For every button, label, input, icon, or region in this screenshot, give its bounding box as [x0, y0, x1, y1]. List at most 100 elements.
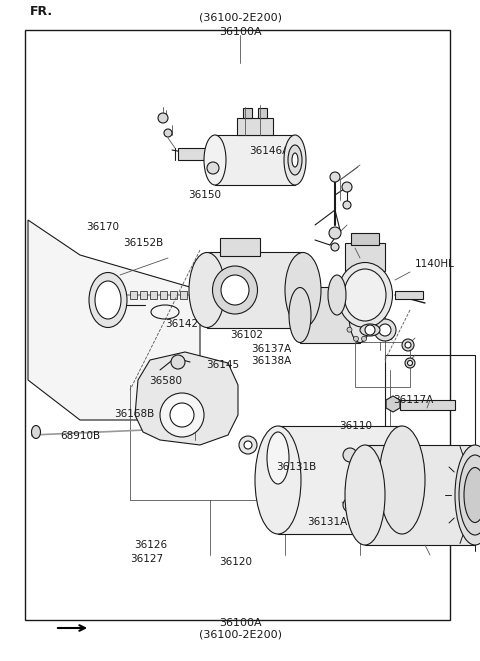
Text: 36100A: 36100A: [219, 27, 261, 37]
Bar: [237, 118, 273, 135]
Text: 36131B: 36131B: [276, 462, 316, 473]
Ellipse shape: [353, 336, 359, 341]
Text: (36100-2E200): (36100-2E200): [199, 13, 281, 23]
Circle shape: [160, 393, 204, 437]
Ellipse shape: [207, 162, 219, 174]
Ellipse shape: [361, 289, 367, 293]
Ellipse shape: [361, 336, 367, 341]
Circle shape: [331, 243, 339, 251]
Ellipse shape: [349, 288, 371, 342]
Bar: [365, 445, 475, 545]
Bar: [243, 108, 252, 118]
Ellipse shape: [368, 298, 373, 303]
Polygon shape: [386, 396, 400, 412]
Text: 68910B: 68910B: [60, 431, 101, 442]
Ellipse shape: [95, 281, 121, 319]
Bar: [395, 291, 423, 299]
Ellipse shape: [379, 324, 391, 336]
Circle shape: [244, 441, 252, 449]
Bar: [178, 148, 213, 160]
Bar: [130, 291, 137, 299]
Circle shape: [158, 113, 168, 123]
Circle shape: [164, 129, 172, 137]
Ellipse shape: [337, 262, 393, 327]
Text: 36131A: 36131A: [307, 517, 348, 527]
Ellipse shape: [455, 445, 480, 545]
Ellipse shape: [347, 298, 352, 303]
Text: 36126: 36126: [134, 540, 168, 551]
Circle shape: [170, 403, 194, 427]
Ellipse shape: [360, 324, 380, 336]
Text: 36127: 36127: [130, 553, 163, 564]
Ellipse shape: [328, 275, 346, 315]
Circle shape: [343, 498, 357, 512]
Text: 36152B: 36152B: [123, 238, 163, 249]
Text: 36120: 36120: [219, 557, 252, 567]
Text: 36142: 36142: [165, 319, 198, 329]
Bar: [300, 287, 360, 343]
Bar: [160, 291, 167, 299]
Circle shape: [329, 227, 341, 239]
Bar: [150, 291, 157, 299]
Text: 36102: 36102: [230, 330, 263, 340]
Bar: [180, 291, 187, 299]
Polygon shape: [28, 220, 200, 420]
Ellipse shape: [464, 467, 480, 522]
Circle shape: [343, 448, 357, 462]
Text: FR.: FR.: [30, 5, 53, 19]
Bar: [207, 252, 303, 328]
Text: 36117A: 36117A: [393, 395, 433, 405]
Ellipse shape: [368, 327, 373, 332]
Ellipse shape: [344, 269, 386, 321]
Bar: [258, 108, 267, 118]
Bar: [220, 238, 260, 256]
Circle shape: [405, 358, 415, 368]
Ellipse shape: [459, 455, 480, 535]
Ellipse shape: [221, 275, 249, 305]
Bar: [170, 291, 177, 299]
Bar: [385, 355, 475, 475]
Ellipse shape: [255, 426, 301, 534]
Ellipse shape: [353, 289, 359, 293]
Circle shape: [342, 182, 352, 192]
Bar: [25, 30, 450, 620]
Circle shape: [330, 172, 340, 182]
Ellipse shape: [292, 153, 298, 167]
Text: 36168B: 36168B: [114, 409, 155, 420]
Text: (36100-2E200): (36100-2E200): [199, 629, 281, 640]
Circle shape: [405, 342, 411, 348]
Text: 36580: 36580: [149, 376, 182, 387]
Ellipse shape: [267, 432, 289, 484]
Ellipse shape: [289, 288, 311, 342]
Ellipse shape: [284, 135, 306, 185]
Ellipse shape: [371, 313, 375, 317]
Circle shape: [402, 339, 414, 351]
Bar: [351, 233, 379, 245]
Ellipse shape: [32, 426, 40, 438]
Text: 36138A: 36138A: [252, 356, 292, 366]
Text: 36146A: 36146A: [250, 145, 290, 156]
Ellipse shape: [345, 445, 385, 545]
Ellipse shape: [285, 253, 321, 327]
Bar: [140, 291, 147, 299]
Ellipse shape: [379, 426, 425, 534]
Ellipse shape: [213, 266, 257, 314]
Ellipse shape: [374, 319, 396, 341]
Text: 36110: 36110: [339, 421, 372, 432]
Ellipse shape: [89, 272, 127, 327]
Polygon shape: [135, 352, 238, 445]
Bar: [215, 135, 295, 185]
Text: 36170: 36170: [86, 221, 119, 232]
Bar: [400, 400, 455, 410]
Circle shape: [343, 201, 351, 209]
Ellipse shape: [347, 327, 352, 332]
Text: 36150: 36150: [189, 190, 221, 200]
Ellipse shape: [288, 145, 302, 175]
Text: 36100A: 36100A: [219, 618, 261, 629]
Circle shape: [171, 355, 185, 369]
Bar: [355, 342, 410, 387]
Ellipse shape: [204, 135, 226, 185]
Bar: [278, 426, 402, 534]
Circle shape: [365, 325, 375, 335]
Text: 36137A: 36137A: [252, 344, 292, 354]
